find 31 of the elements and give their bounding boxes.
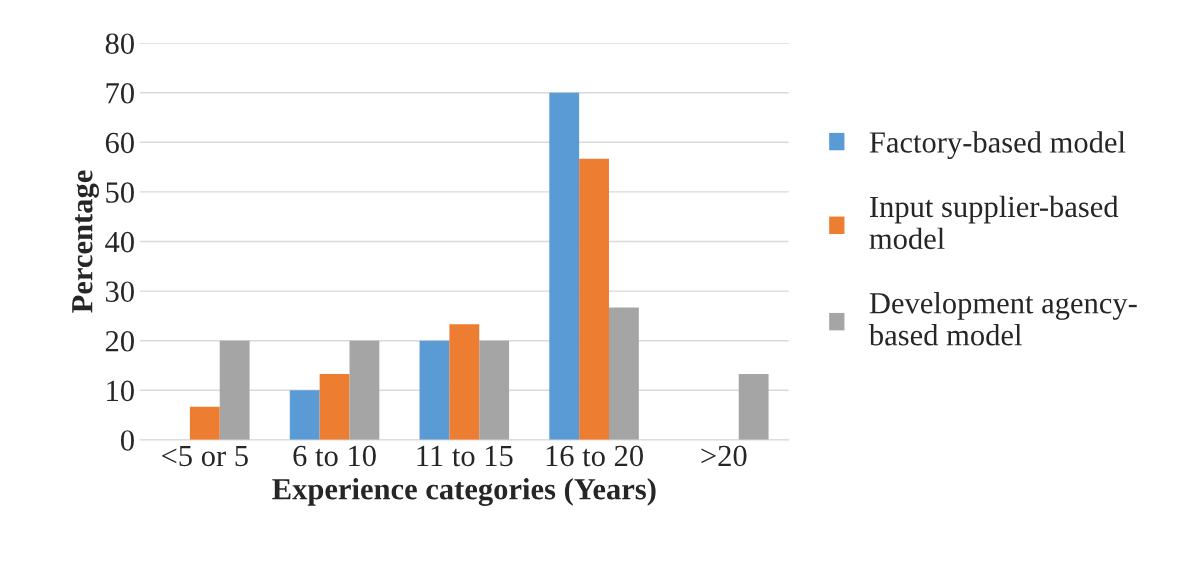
y-tick-label: 40 [105,231,134,253]
bar [219,340,250,440]
bar [189,406,220,440]
y-tick-label: 60 [105,132,134,154]
x-tick-label: >20 [701,445,747,467]
bar [579,158,609,440]
legend-label: Factory-based model [869,131,1126,160]
bar [608,307,639,440]
bar [738,373,769,440]
x-tick-label: 11 to 15 [417,445,513,467]
bar [349,340,380,440]
x-tick-label: 6 to 10 [293,445,376,467]
x-tick-label: 16 to 20 [546,445,643,467]
x-axis-title: Experience categories (Years) [272,478,656,506]
bar [479,340,510,440]
y-axis-title: Percentage [72,170,99,313]
bar [549,92,580,440]
y-tick-label: 80 [105,33,134,55]
bar [319,373,350,440]
y-tick-label: 0 [120,430,134,451]
legend-label: Input supplier-based model [869,195,1119,250]
legend-label: Development agency- based model [868,292,1137,346]
y-tick-label: 50 [106,182,134,203]
y-tick-label: 70 [106,83,134,104]
bar [449,324,480,440]
y-tick-label: 30 [105,281,134,302]
x-tick-label: <5 or 5 [162,445,248,467]
bar [289,390,320,440]
y-tick-label: 10 [107,380,134,402]
y-tick-label: 20 [105,330,134,352]
bar [419,340,450,440]
